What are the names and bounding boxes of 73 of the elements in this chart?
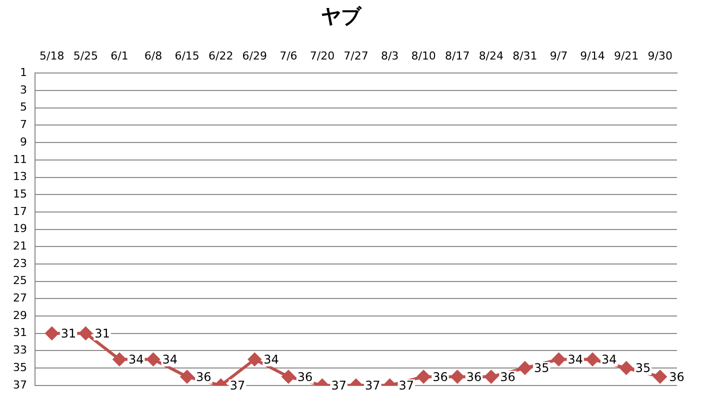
- data-label: 34: [162, 352, 178, 367]
- y-tick-label: 21: [12, 240, 27, 253]
- y-tick-label: 11: [12, 152, 27, 166]
- x-tick-label: 6/22: [208, 49, 234, 62]
- y-tick-label: 1: [20, 66, 27, 80]
- x-tick-label: 5/18: [40, 49, 64, 62]
- point: [79, 326, 92, 340]
- y-tick-label: 27: [12, 292, 27, 305]
- data-label: 37: [365, 378, 380, 393]
- point: [112, 352, 126, 366]
- y-tick-label: 5: [20, 100, 27, 114]
- x-tick-label: 6/8: [144, 49, 162, 62]
- data-label: 36: [669, 370, 684, 384]
- y-tick-label: 15: [12, 187, 27, 200]
- x-tick-label: 6/29: [242, 49, 267, 62]
- y-tick-label: 17: [12, 204, 27, 218]
- y-tick-label: 25: [12, 274, 27, 288]
- y-tick-label: 35: [12, 360, 27, 374]
- y-tick-label: 37: [12, 378, 27, 392]
- chart-title: ヤブ: [321, 4, 362, 28]
- y-tick-label: 23: [12, 256, 27, 270]
- x-tick-label: 8/24: [478, 49, 504, 62]
- x-tick-label: 7/6: [280, 49, 298, 62]
- point: [45, 326, 58, 340]
- x-tick-label: 6/15: [174, 49, 200, 62]
- data-label: 36: [500, 370, 516, 384]
- x-tick-label: 8/3: [380, 49, 399, 62]
- data-label: 36: [297, 370, 313, 384]
- point: [484, 370, 498, 384]
- point: [620, 362, 633, 375]
- y-tick-label: 3: [20, 83, 27, 96]
- y-tick-label: 13: [12, 170, 27, 184]
- x-tick-label: 6/1: [110, 49, 128, 62]
- point: [518, 362, 532, 375]
- x-tick-label: 7/27: [344, 49, 368, 62]
- data-label: 34: [264, 352, 279, 367]
- x-tick-label: 8/17: [445, 49, 470, 62]
- point: [552, 352, 566, 366]
- x-tick-label: 9/14: [580, 49, 605, 62]
- y-tick-label: 31: [12, 326, 27, 340]
- point: [146, 352, 160, 366]
- point: [180, 370, 194, 384]
- point: [248, 352, 262, 366]
- point: [654, 370, 667, 384]
- x-tick-label: 8/10: [411, 49, 436, 62]
- y-tick-label: 9: [20, 135, 27, 148]
- point: [586, 352, 600, 366]
- data-label: 36: [196, 370, 212, 384]
- data-label: 37: [230, 378, 246, 393]
- data-label: 37: [398, 378, 414, 393]
- y-tick-label: 29: [12, 308, 27, 322]
- data-label: 31: [94, 326, 110, 340]
- x-tick-label: 9/7: [550, 49, 568, 62]
- x-tick-label: 5/25: [73, 49, 98, 62]
- y-tick-label: 19: [12, 222, 27, 236]
- point: [417, 370, 430, 384]
- y-tick-label: 7: [20, 118, 27, 132]
- data-label: 37: [331, 378, 346, 393]
- data-label: 36: [466, 370, 482, 384]
- data-label: 35: [635, 361, 651, 376]
- x-tick-label: 7/20: [310, 49, 335, 62]
- y-tick-label: 33: [12, 344, 27, 357]
- point: [450, 370, 464, 384]
- x-tick-label: 9/21: [614, 49, 639, 62]
- data-label: 34: [568, 352, 584, 367]
- data-label: 34: [602, 352, 617, 367]
- data-label: 35: [534, 361, 550, 376]
- point: [282, 370, 295, 384]
- data-label: 31: [60, 326, 76, 340]
- data-label: 36: [432, 370, 448, 384]
- data-label: 34: [128, 352, 144, 367]
- x-tick-label: 8/31: [512, 49, 538, 62]
- x-tick-label: 9/30: [648, 49, 672, 62]
